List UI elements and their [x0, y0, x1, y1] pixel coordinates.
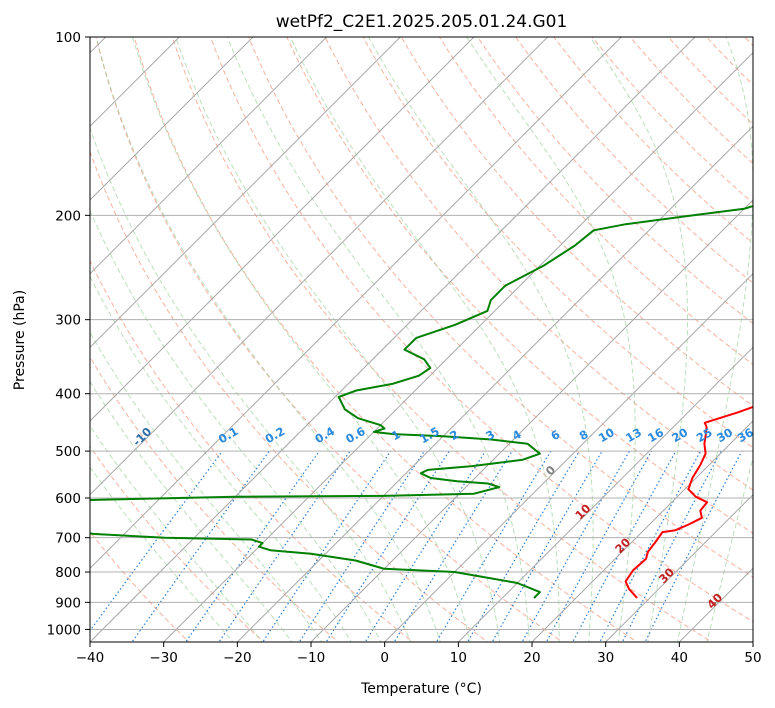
y-axis-label: Pressure (hPa) [12, 290, 28, 390]
isotherm [90, 37, 254, 201]
moist-adiabat [95, 37, 441, 642]
profile-line-3 [90, 204, 753, 501]
mixing-ratio-line [185, 450, 320, 642]
x-tick-label: −40 [76, 650, 105, 666]
y-tick-label: 300 [55, 313, 81, 329]
y-tick-label: 600 [55, 491, 81, 507]
x-tick-label: 30 [597, 650, 614, 666]
y-tick-label: 1000 [47, 622, 81, 638]
y-tick-label: 200 [55, 208, 81, 224]
isotherm [162, 51, 753, 642]
x-tick-label: 0 [380, 650, 389, 666]
x-tick-label: −20 [223, 650, 252, 666]
mixing-ratio-line [621, 450, 722, 642]
moist-adiabat [90, 466, 234, 642]
isotherm [457, 346, 753, 642]
mixing-ratio-line [262, 450, 392, 642]
isotherm [90, 37, 623, 570]
isotherm [90, 37, 402, 349]
isotherm [383, 272, 753, 642]
isotherm [90, 37, 549, 496]
profile-line-1 [624, 405, 753, 599]
mixing-ratio-label: 20 [669, 425, 690, 445]
dry-adiabat [324, 37, 753, 491]
x-tick-label: 50 [744, 650, 761, 666]
dry-adiabat [438, 37, 753, 366]
mixing-ratio-label: 13 [623, 425, 644, 445]
isotherm [90, 37, 696, 642]
plot-area [90, 37, 753, 642]
x-axis-label: Temperature (°C) [360, 681, 482, 697]
x-tick-label: 10 [450, 650, 467, 666]
dry-adiabat [362, 37, 753, 449]
x-tick-label: 40 [671, 650, 688, 666]
mixing-ratio-label: 30 [714, 425, 735, 445]
mixing-ratio-label: 10 [596, 425, 617, 445]
y-tick-label: 100 [55, 30, 81, 46]
chart-title: wetPf2_C2E1.2025.205.01.24.G01 [276, 12, 568, 32]
mixing-ratio-line [393, 450, 513, 642]
mixing-ratio-line [218, 450, 351, 642]
dry-adiabat [286, 37, 753, 534]
mixing-ratio-label: 36 [735, 425, 756, 445]
isotherm [236, 125, 753, 642]
skewed-isotherms [90, 37, 753, 642]
y-tick-label: 700 [55, 531, 81, 547]
profile-line-2 [90, 532, 541, 599]
mixing-ratio-label: 25 [694, 425, 715, 445]
mixing-ratio-line [298, 450, 425, 642]
isotherm [310, 199, 753, 642]
moist-adiabat [90, 126, 412, 642]
dry-adiabat [248, 37, 753, 578]
dry-adiabat [90, 150, 489, 642]
isotherm [531, 420, 753, 642]
isotherm [90, 37, 475, 422]
x-tick-label: −10 [297, 650, 326, 666]
isobar-gridlines [90, 37, 753, 630]
y-tick-label: 500 [55, 444, 81, 460]
x-tick-label: −30 [149, 650, 178, 666]
x-axis: −40 −30 −20 −10 0 10 20 30 40 50 [76, 642, 762, 666]
mixing-ratio-label: 16 [645, 425, 666, 445]
y-tick-label: 800 [55, 565, 81, 581]
y-tick-label: 400 [55, 387, 81, 403]
plot-frame [89, 36, 754, 643]
mixing-ratio-line [572, 450, 677, 642]
isotherm [90, 37, 328, 275]
y-axis: 100 200 300 400 500 600 700 800 900 1000 [47, 30, 90, 638]
x-tick-label: 20 [523, 650, 540, 666]
moist-adiabat [90, 380, 293, 642]
y-tick-label: 900 [55, 595, 81, 611]
profile-lines [90, 204, 753, 599]
isotherm [604, 493, 753, 642]
mixing-ratio-line [466, 450, 580, 642]
mixing-ratio-line [90, 450, 223, 632]
mixing-ratio-line [131, 450, 270, 642]
moist-adiabat [90, 425, 264, 642]
